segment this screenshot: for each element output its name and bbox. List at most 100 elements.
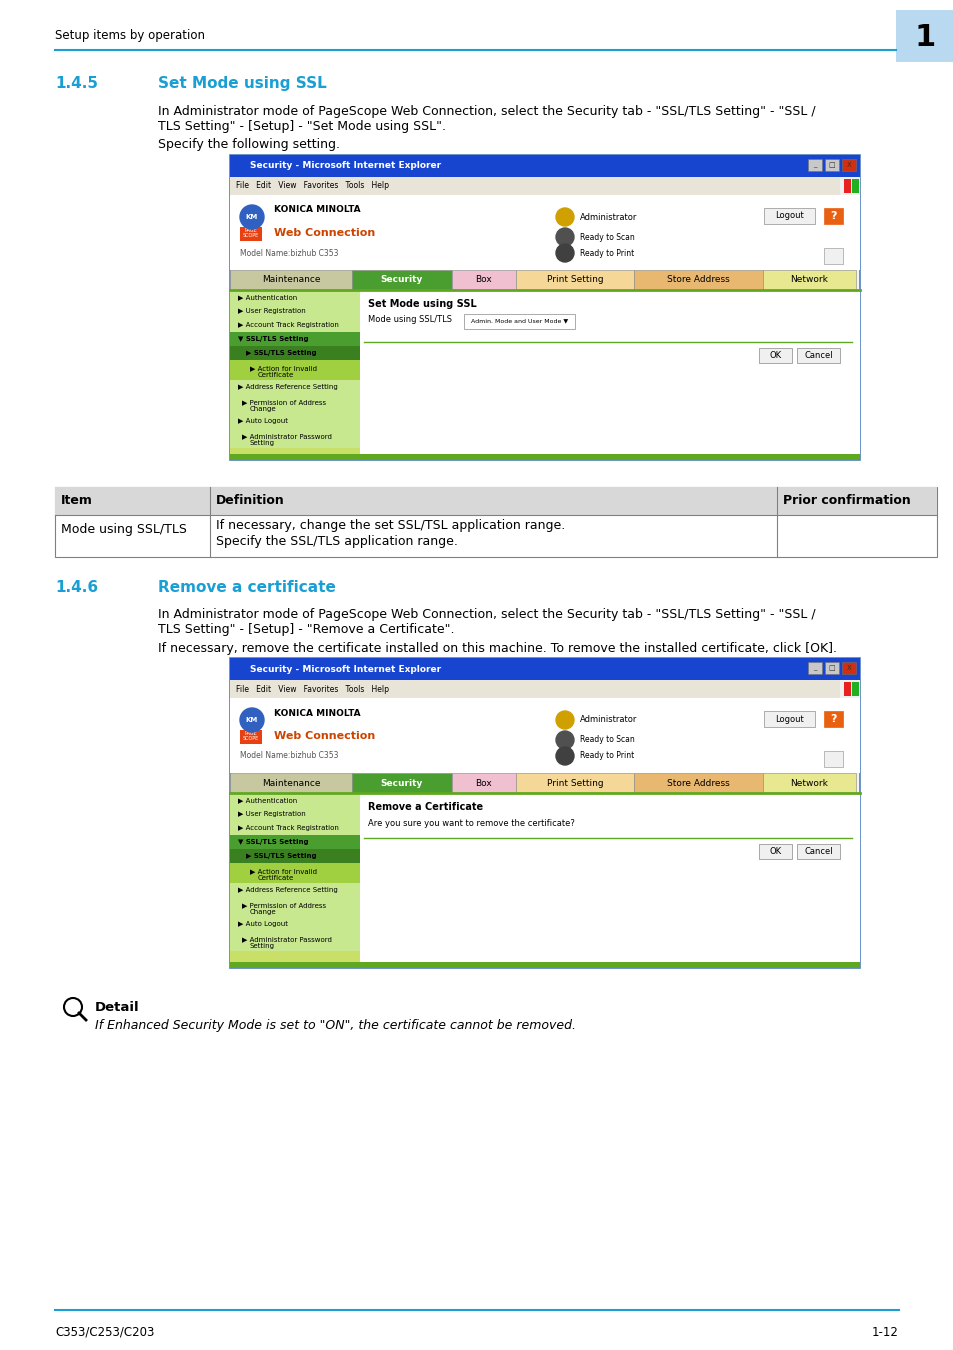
Text: OK: OK (769, 846, 781, 856)
Bar (240, 227, 262, 242)
Text: Prior confirmation: Prior confirmation (782, 494, 910, 508)
Text: Certificate: Certificate (257, 373, 294, 378)
Bar (230, 792, 359, 807)
Text: Model Name:bizhub C353: Model Name:bizhub C353 (240, 248, 338, 258)
Bar (807, 159, 821, 171)
Text: If necessary, change the set SSL/TSL application range.: If necessary, change the set SSL/TSL app… (215, 518, 565, 532)
Circle shape (556, 244, 574, 262)
Text: Network: Network (790, 779, 827, 787)
Text: Logout: Logout (775, 212, 803, 220)
FancyBboxPatch shape (823, 751, 842, 767)
Bar (230, 774, 352, 792)
Bar (841, 159, 855, 171)
Text: Administrator: Administrator (579, 212, 637, 221)
Text: ▶ Account Track Registration: ▶ Account Track Registration (237, 323, 338, 328)
Bar (230, 807, 359, 821)
Text: Mode using SSL/TLS: Mode using SSL/TLS (368, 316, 452, 324)
Bar (843, 180, 850, 193)
Text: Are you sure you want to remove the certificate?: Are you sure you want to remove the cert… (368, 818, 575, 828)
Bar (895, 9, 953, 62)
Text: ?: ? (830, 714, 837, 724)
Text: Print Setting: Print Setting (546, 779, 602, 787)
Text: KM: KM (246, 717, 258, 724)
FancyBboxPatch shape (763, 208, 815, 224)
Circle shape (556, 730, 574, 749)
Text: KM: KM (246, 215, 258, 220)
Text: ▶ Auto Logout: ▶ Auto Logout (237, 418, 288, 424)
Text: ▶ Action for Invalid: ▶ Action for Invalid (250, 364, 316, 371)
Bar (824, 159, 838, 171)
Text: Security - Microsoft Internet Explorer: Security - Microsoft Internet Explorer (250, 162, 440, 170)
Bar (851, 180, 858, 193)
Text: TLS Setting" - [Setup] - "Remove a Certificate".: TLS Setting" - [Setup] - "Remove a Certi… (158, 622, 454, 636)
Text: If Enhanced Security Mode is set to "ON", the certificate cannot be removed.: If Enhanced Security Mode is set to "ON"… (95, 1019, 576, 1031)
Bar (230, 360, 359, 379)
FancyBboxPatch shape (797, 844, 840, 859)
Bar (230, 849, 359, 863)
Text: TLS Setting" - [Setup] - "Set Mode using SSL".: TLS Setting" - [Setup] - "Set Mode using… (158, 120, 446, 134)
Text: ▶ Authentication: ▶ Authentication (237, 796, 297, 803)
Bar (230, 821, 359, 836)
Text: ▶ User Registration: ▶ User Registration (237, 811, 305, 817)
Bar (230, 414, 359, 428)
Text: 1-12: 1-12 (871, 1326, 898, 1338)
Bar (634, 270, 762, 290)
Text: Certificate: Certificate (257, 875, 294, 882)
Bar (230, 963, 859, 968)
Bar (634, 774, 762, 792)
Text: Box: Box (476, 275, 492, 285)
Text: Model Name:bizhub C353: Model Name:bizhub C353 (240, 752, 338, 760)
Bar (230, 270, 352, 290)
Text: C353/C253/C203: C353/C253/C203 (55, 1326, 154, 1338)
Bar (352, 774, 452, 792)
Text: ▶ Administrator Password: ▶ Administrator Password (242, 433, 332, 439)
Text: Change: Change (250, 909, 276, 915)
Text: Cancel: Cancel (803, 351, 832, 359)
Text: Ready to Scan: Ready to Scan (579, 232, 634, 242)
FancyBboxPatch shape (823, 710, 842, 726)
Circle shape (240, 707, 264, 732)
Text: Ready to Print: Ready to Print (579, 248, 634, 258)
Text: ▶ Permission of Address: ▶ Permission of Address (242, 902, 326, 909)
Text: OK: OK (769, 351, 781, 359)
Circle shape (556, 208, 574, 225)
Bar (516, 774, 634, 792)
Bar (230, 155, 859, 177)
Bar (230, 346, 359, 360)
Text: Remove a certificate: Remove a certificate (158, 580, 335, 595)
Bar (824, 662, 838, 674)
FancyBboxPatch shape (797, 347, 840, 363)
Bar (359, 290, 859, 460)
Text: Network: Network (790, 275, 827, 285)
Text: _: _ (812, 162, 816, 167)
Bar (230, 863, 359, 883)
Text: If necessary, remove the certificate installed on this machine. To remove the in: If necessary, remove the certificate ins… (158, 643, 836, 655)
Bar (230, 290, 359, 460)
Bar (230, 883, 359, 896)
FancyBboxPatch shape (759, 844, 792, 859)
Text: ▶ Account Track Registration: ▶ Account Track Registration (237, 825, 338, 832)
Text: Change: Change (250, 406, 276, 412)
Text: ?: ? (830, 211, 837, 221)
Text: Mode using SSL/TLS: Mode using SSL/TLS (61, 522, 187, 536)
Bar (230, 379, 359, 394)
Bar (840, 177, 859, 194)
Text: Setting: Setting (250, 440, 274, 446)
FancyBboxPatch shape (464, 313, 575, 328)
Bar (762, 774, 855, 792)
Bar (230, 177, 859, 194)
Text: ▶ Administrator Password: ▶ Administrator Password (242, 936, 332, 942)
Text: ▶ SSL/TLS Setting: ▶ SSL/TLS Setting (246, 350, 316, 356)
Text: ▶ SSL/TLS Setting: ▶ SSL/TLS Setting (246, 853, 316, 859)
Bar (230, 155, 859, 460)
Bar (230, 698, 859, 774)
Bar (230, 454, 859, 460)
Text: Maintenance: Maintenance (261, 779, 320, 787)
Circle shape (240, 205, 264, 230)
Bar (230, 657, 859, 968)
Text: 1.4.5: 1.4.5 (55, 76, 98, 90)
Bar (762, 270, 855, 290)
Text: ▶ Authentication: ▶ Authentication (237, 294, 297, 300)
Bar (840, 680, 859, 698)
FancyBboxPatch shape (823, 247, 842, 263)
